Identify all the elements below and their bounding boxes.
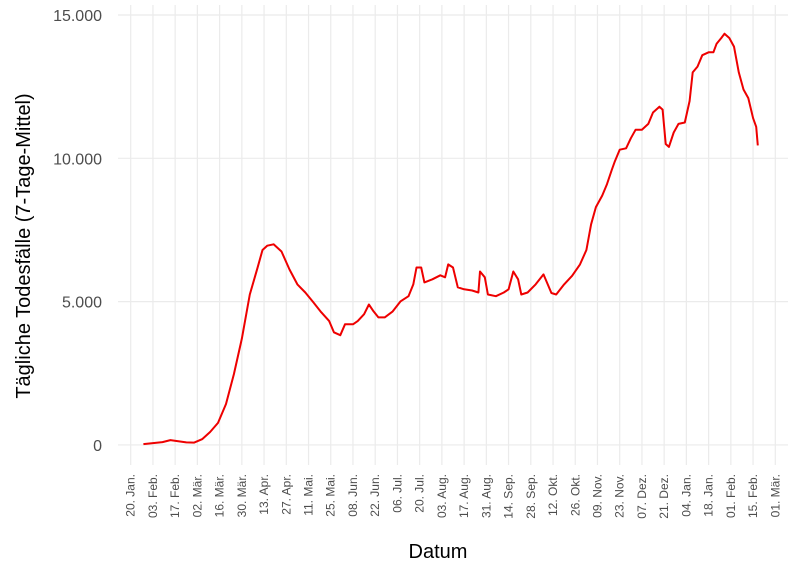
x-tick-label: 31. Aug. [479, 474, 493, 518]
x-tick-label: 17. Aug. [457, 474, 471, 518]
x-tick-label: 23. Nov. [613, 474, 627, 518]
x-tick-label: 28. Sep. [524, 474, 538, 519]
y-tick-label: 10.000 [53, 151, 102, 168]
x-tick-label: 02. Mär. [190, 474, 204, 517]
x-tick-label: 13. Apr. [257, 474, 271, 515]
x-tick-label: 06. Jul. [390, 474, 404, 513]
x-tick-label: 21. Dez. [657, 474, 671, 519]
x-tick-label: 17. Feb. [168, 474, 182, 518]
x-tick-label: 15. Feb. [746, 474, 760, 518]
x-tick-label: 01. Mär. [768, 474, 782, 517]
x-tick-label: 03. Aug. [435, 474, 449, 518]
y-axis-title: Tägliche Todesfälle (7-Tage-Mittel) [13, 93, 35, 398]
x-tick-label: 20. Jan. [124, 474, 138, 517]
data-line [143, 32, 759, 446]
x-tick-label: 01. Feb. [724, 474, 738, 518]
x-tick-label: 08. Jun. [346, 474, 360, 517]
x-tick-label: 14. Sep. [502, 474, 516, 519]
x-tick-label: 04. Jan. [679, 474, 693, 517]
x-tick-label: 25. Mai. [324, 474, 338, 517]
x-tick-label: 07. Dez. [635, 474, 649, 519]
y-tick-label: 15.000 [53, 8, 102, 25]
x-tick-label: 16. Mär. [213, 474, 227, 517]
x-tick-label: 27. Apr. [279, 474, 293, 515]
x-axis-title: Datum [409, 541, 468, 563]
x-tick-label: 30. Mär. [235, 474, 249, 517]
x-tick-label: 18. Jan. [702, 474, 716, 517]
x-tick-label: 26. Okt. [568, 474, 582, 516]
x-tick-label: 12. Okt. [546, 474, 560, 516]
x-tick-label: 03. Feb. [146, 474, 160, 518]
y-tick-label: 5.000 [62, 295, 102, 312]
x-tick-label: 11. Mai. [302, 474, 316, 516]
x-tick-label: 20. Jul. [413, 474, 427, 513]
x-tick-label: 09. Nov. [590, 474, 604, 518]
y-tick-label: 0 [93, 438, 102, 455]
x-tick-label: 22. Jun. [368, 474, 382, 517]
